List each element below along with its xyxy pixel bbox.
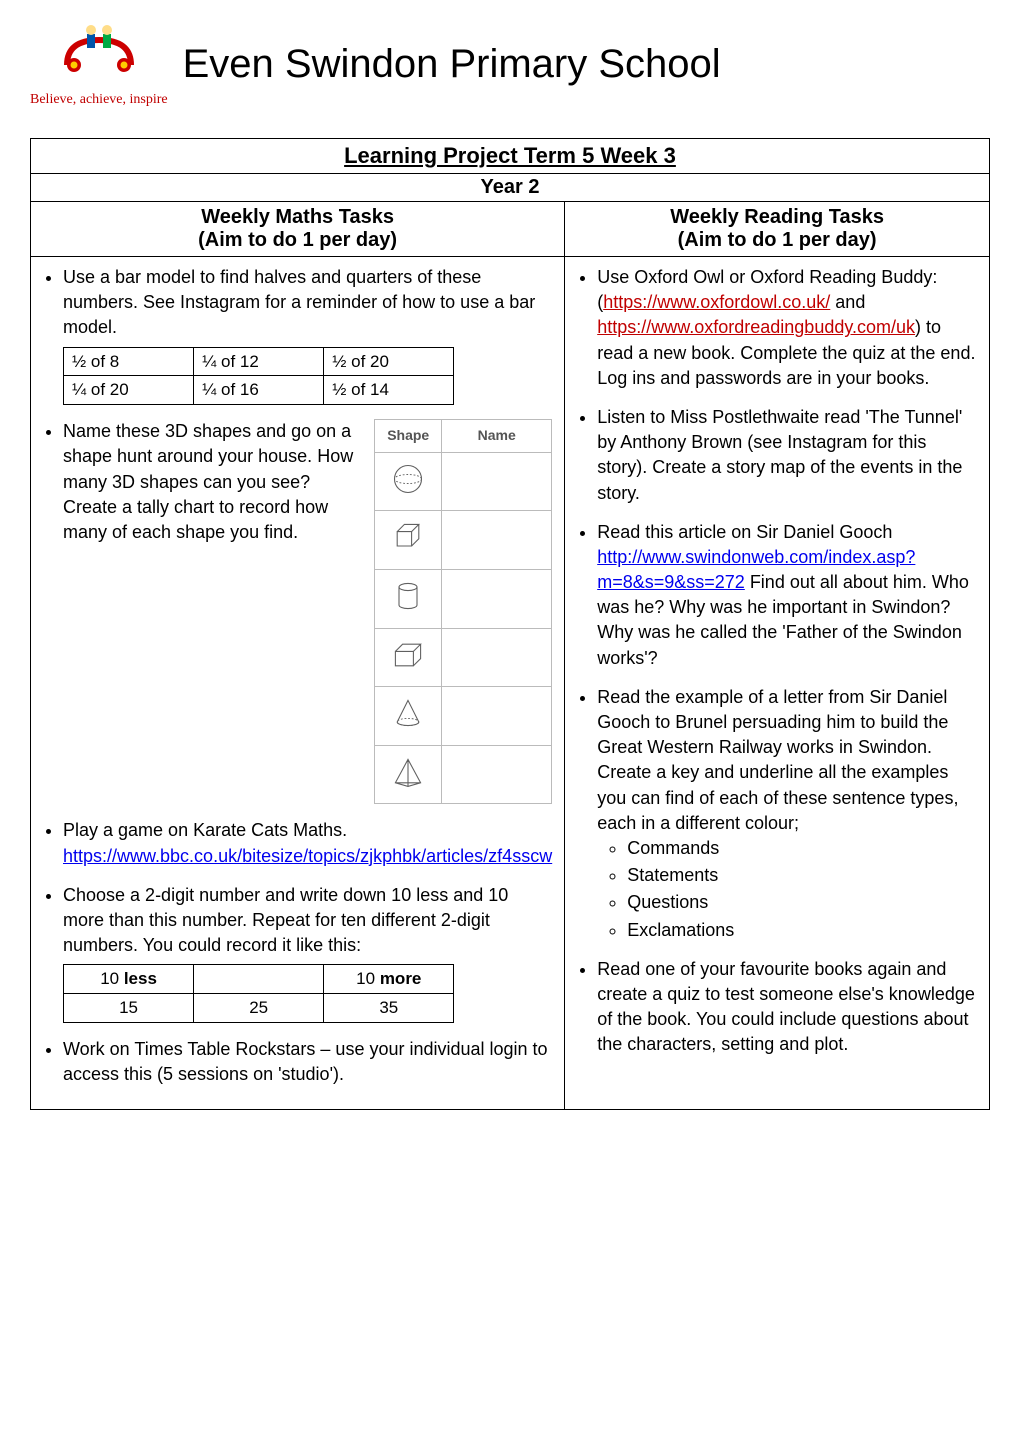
less-pre: 10 bbox=[100, 969, 124, 988]
reading-item1-mid: and bbox=[830, 292, 865, 312]
mid-value: 25 bbox=[194, 994, 324, 1023]
cone-icon bbox=[390, 695, 426, 731]
logo-container: Believe, achieve, inspire bbox=[30, 20, 168, 108]
reading-item-letter: Read the example of a letter from Sir Da… bbox=[597, 685, 977, 943]
maths-item1-text: Use a bar model to find halves and quart… bbox=[63, 267, 535, 337]
cube-icon bbox=[390, 519, 426, 555]
school-title: Even Swindon Primary School bbox=[183, 42, 721, 87]
shape-name-cell bbox=[442, 511, 552, 570]
more-value: 35 bbox=[324, 994, 454, 1023]
more-header: 10 more bbox=[324, 965, 454, 994]
cylinder-icon bbox=[390, 578, 426, 614]
shape-name-cell bbox=[442, 628, 552, 687]
pyramid-icon bbox=[390, 754, 426, 790]
reading-item4-text: Read the example of a letter from Sir Da… bbox=[597, 687, 958, 833]
shapes-table: Shape Name bbox=[374, 419, 552, 804]
shape-cell-cuboid bbox=[375, 628, 442, 687]
maths-header-line2: (Aim to do 1 per day) bbox=[198, 229, 397, 251]
reading-item-oxford: Use Oxford Owl or Oxford Reading Buddy: … bbox=[597, 265, 977, 391]
maths-item-lessmore: Choose a 2-digit number and write down 1… bbox=[63, 883, 552, 1023]
tagline: Believe, achieve, inspire bbox=[30, 92, 168, 108]
shape-name-cell bbox=[442, 745, 552, 804]
shape-name-cell bbox=[442, 452, 552, 511]
sentence-type-exclamations: Exclamations bbox=[627, 918, 977, 943]
fraction-cell: ½ of 8 bbox=[64, 347, 194, 376]
shape-cell-cube bbox=[375, 511, 442, 570]
maths-item-barmodel: Use a bar model to find halves and quart… bbox=[63, 265, 552, 405]
sentence-type-statements: Statements bbox=[627, 863, 977, 888]
shape-name-cell bbox=[442, 687, 552, 746]
fraction-cell: ¼ of 16 bbox=[194, 376, 324, 405]
page-header: Believe, achieve, inspire Even Swindon P… bbox=[30, 20, 990, 108]
oxford-buddy-link[interactable]: https://www.oxfordreadingbuddy.com/uk bbox=[597, 317, 915, 337]
oxford-owl-link[interactable]: https://www.oxfordowl.co.uk/ bbox=[603, 292, 830, 312]
shapes-col-name: Name bbox=[442, 420, 552, 453]
sentence-type-commands: Commands bbox=[627, 836, 977, 861]
reading-item-quiz: Read one of your favourite books again a… bbox=[597, 957, 977, 1058]
maths-item-shapes: Name these 3D shapes and go on a shape h… bbox=[63, 419, 552, 804]
sentence-types-list: Commands Statements Questions Exclamatio… bbox=[597, 836, 977, 943]
reading-item-tunnel: Listen to Miss Postlethwaite read 'The T… bbox=[597, 405, 977, 506]
mid-header bbox=[194, 965, 324, 994]
year-row: Year 2 bbox=[31, 174, 990, 202]
sentence-type-questions: Questions bbox=[627, 890, 977, 915]
reading-column-header: Weekly Reading Tasks (Aim to do 1 per da… bbox=[565, 202, 990, 257]
more-pre: 10 bbox=[356, 969, 380, 988]
reading-item3-pre: Read this article on Sir Daniel Gooch bbox=[597, 522, 892, 542]
fraction-cell: ¼ of 12 bbox=[194, 347, 324, 376]
shapes-col-shape: Shape bbox=[375, 420, 442, 453]
more-bold: more bbox=[380, 969, 422, 988]
fractions-table: ½ of 8 ¼ of 12 ½ of 20 ¼ of 20 ¼ of 16 ½… bbox=[63, 347, 454, 406]
maths-header-line1: Weekly Maths Tasks bbox=[201, 206, 394, 228]
cuboid-icon bbox=[390, 637, 426, 673]
school-logo-icon bbox=[59, 20, 139, 90]
maths-item3-pre: Play a game on Karate Cats Maths. bbox=[63, 820, 347, 840]
shape-cell-sphere bbox=[375, 452, 442, 511]
reading-header-line1: Weekly Reading Tasks bbox=[670, 206, 884, 228]
less-header: 10 less bbox=[64, 965, 194, 994]
maths-item2-text: Name these 3D shapes and go on a shape h… bbox=[63, 419, 358, 545]
maths-item-karate: Play a game on Karate Cats Maths. https:… bbox=[63, 818, 552, 868]
reading-content: Use Oxford Owl or Oxford Reading Buddy: … bbox=[565, 257, 990, 1110]
fraction-cell: ½ of 20 bbox=[324, 347, 454, 376]
maths-content: Use a bar model to find halves and quart… bbox=[31, 257, 565, 1110]
reading-header-line2: (Aim to do 1 per day) bbox=[678, 229, 877, 251]
learning-project-table: Learning Project Term 5 Week 3 Year 2 We… bbox=[30, 138, 990, 1110]
maths-item-rockstars: Work on Times Table Rockstars – use your… bbox=[63, 1037, 552, 1087]
reading-item-gooch: Read this article on Sir Daniel Gooch ht… bbox=[597, 520, 977, 671]
shape-name-cell bbox=[442, 569, 552, 628]
maths-item4-text: Choose a 2-digit number and write down 1… bbox=[63, 885, 508, 955]
less-value: 15 bbox=[64, 994, 194, 1023]
less-more-table: 10 less 10 more 15 25 35 bbox=[63, 964, 454, 1023]
fraction-cell: ¼ of 20 bbox=[64, 376, 194, 405]
sphere-icon bbox=[390, 461, 426, 497]
maths-column-header: Weekly Maths Tasks (Aim to do 1 per day) bbox=[31, 202, 565, 257]
shape-cell-cylinder bbox=[375, 569, 442, 628]
shape-cell-cone bbox=[375, 687, 442, 746]
project-title: Learning Project Term 5 Week 3 bbox=[31, 139, 990, 174]
less-bold: less bbox=[124, 969, 157, 988]
karate-cats-link[interactable]: https://www.bbc.co.uk/bitesize/topics/zj… bbox=[63, 846, 552, 866]
shape-cell-pyramid bbox=[375, 745, 442, 804]
fraction-cell: ½ of 14 bbox=[324, 376, 454, 405]
